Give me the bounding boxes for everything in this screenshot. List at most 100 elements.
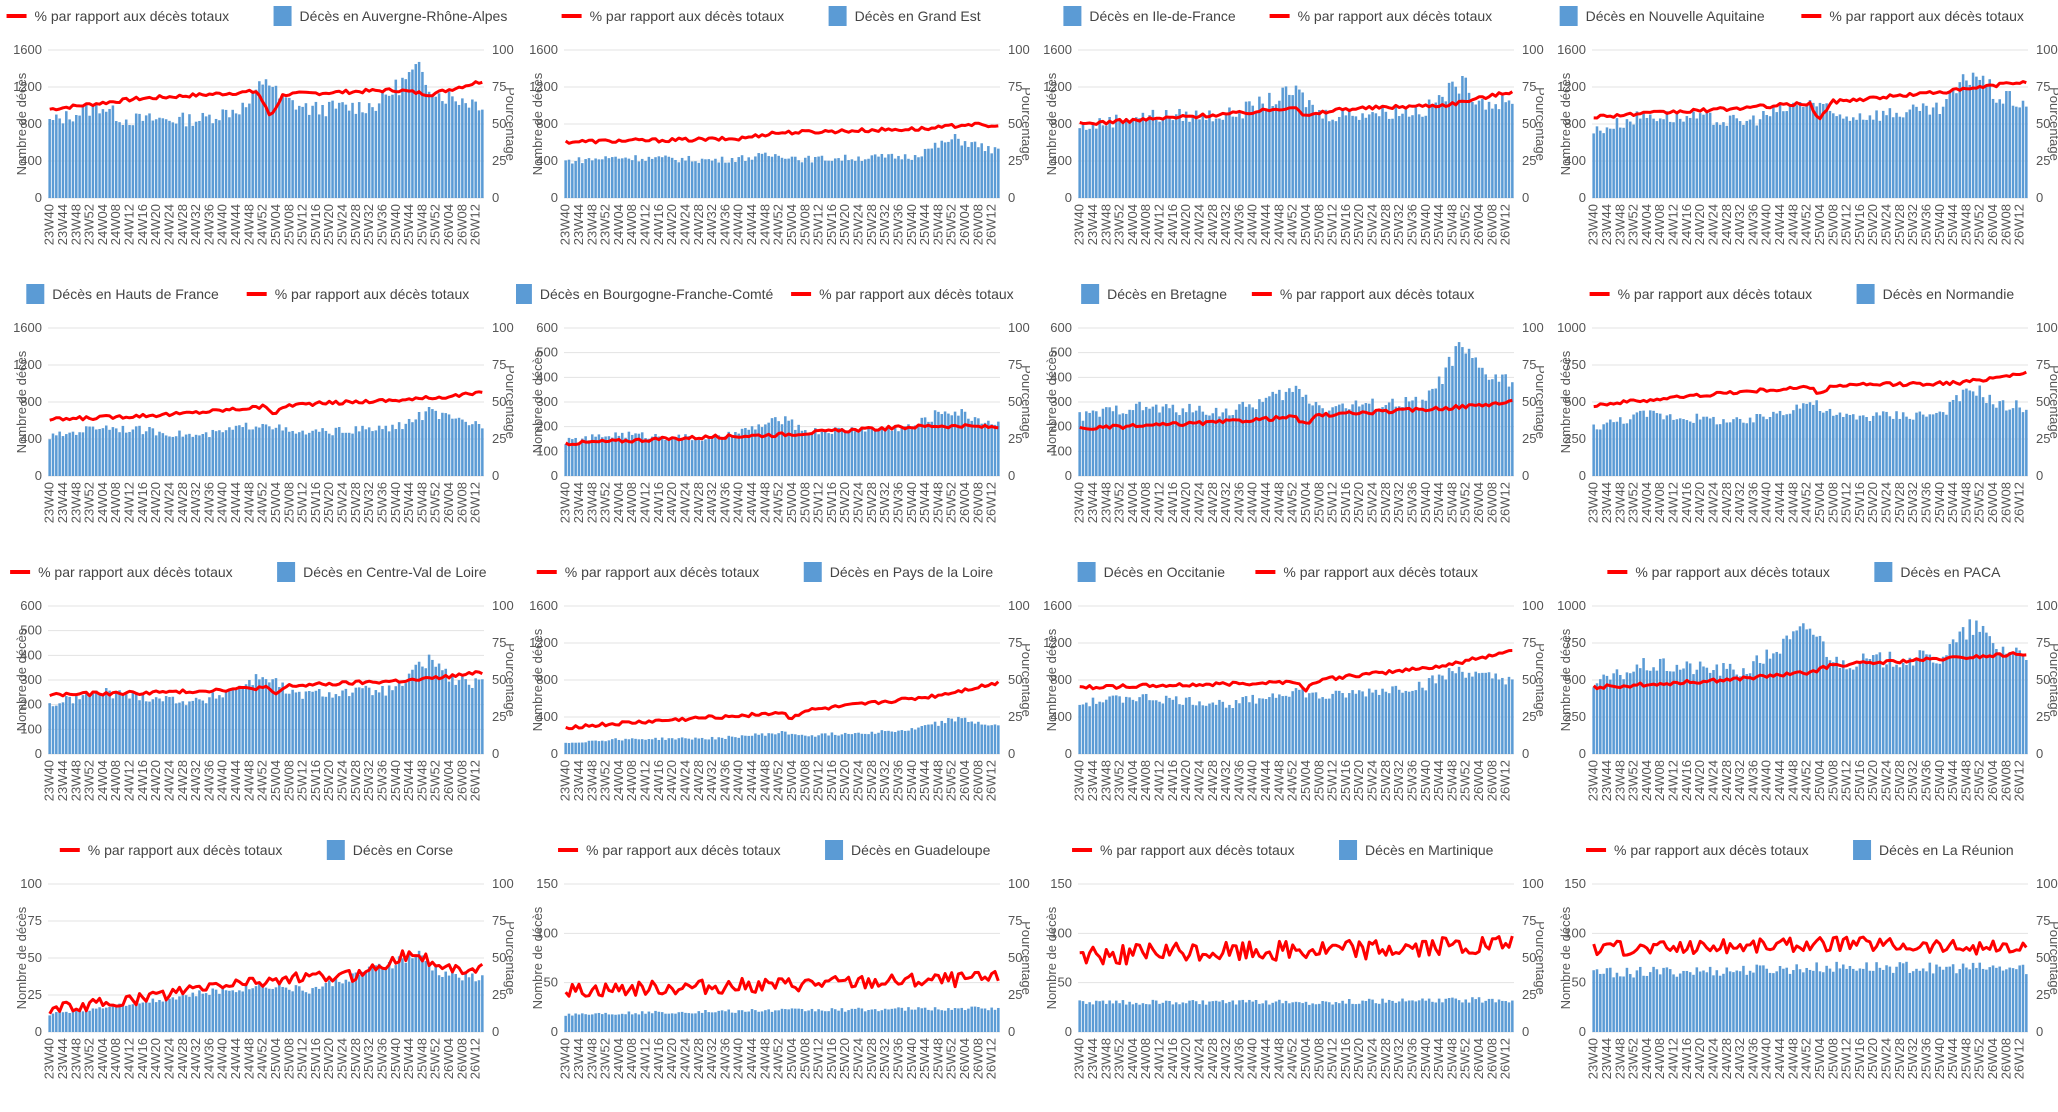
x-tick-label: 25W04 <box>1298 482 1313 523</box>
bar <box>1609 679 1612 754</box>
x-tick-label: 24W36 <box>201 1038 216 1079</box>
bar <box>677 1012 681 1032</box>
bar <box>261 985 264 1032</box>
bar <box>1208 110 1211 198</box>
bar <box>1838 412 1842 476</box>
bar <box>930 148 934 198</box>
bar <box>880 153 884 198</box>
bar <box>421 666 424 754</box>
x-tick-label: 25W08 <box>797 204 812 245</box>
bar <box>1144 693 1148 754</box>
bar <box>461 676 464 754</box>
x-tick-label: 24W52 <box>255 204 270 245</box>
legend-bar-swatch <box>1063 6 1082 26</box>
x-axis: 23W4023W4423W4823W5224W0424W0824W1224W16… <box>558 760 999 801</box>
bar <box>281 93 284 198</box>
x-tick-label: 24W12 <box>1152 204 1167 245</box>
bar <box>181 112 185 198</box>
line-series <box>49 80 483 117</box>
bar <box>1461 347 1464 476</box>
bar <box>1609 967 1612 1032</box>
bar <box>337 696 341 754</box>
y-tick-label: 0 <box>1579 468 1586 483</box>
bar <box>1344 1003 1348 1032</box>
bar <box>94 690 98 754</box>
bar <box>88 1010 91 1032</box>
bar <box>1271 693 1274 754</box>
line-series <box>1079 90 1514 126</box>
bar <box>1507 100 1511 198</box>
bar <box>1602 674 1605 754</box>
bar <box>104 425 108 476</box>
bar <box>218 993 221 1032</box>
bar <box>597 159 601 198</box>
x-tick-label: 25W04 <box>1812 760 1827 801</box>
bar <box>214 431 218 476</box>
bar <box>1915 106 1918 198</box>
x-tick-label: 25W48 <box>930 760 945 801</box>
x-tick-label: 24W48 <box>757 482 772 523</box>
bar <box>883 731 887 754</box>
bar <box>1161 119 1165 198</box>
x-tick-label: 25W12 <box>811 482 826 523</box>
bar <box>987 420 990 476</box>
chart-svg: % par rapport aux décès totaux Décès en G… <box>529 6 1030 245</box>
x-tick-label: 23W44 <box>1085 760 1100 801</box>
x-tick-label: 24W16 <box>1165 1038 1180 1079</box>
bar <box>1715 122 1719 198</box>
y-axis-title: Nombre de décès <box>530 628 545 731</box>
bar <box>397 95 401 198</box>
legend: % par rapport aux décès totaux Décès en N… <box>1589 284 2014 304</box>
x-tick-label: 25W40 <box>388 1038 403 1079</box>
y-tick-label: 400 <box>1050 153 1072 168</box>
bar <box>371 964 374 1032</box>
x-tick-label: 24W48 <box>241 760 256 801</box>
bar <box>1592 133 1595 198</box>
bar <box>1635 111 1639 198</box>
bar <box>1095 128 1098 198</box>
bar <box>1968 390 1972 476</box>
bar <box>1291 1002 1294 1032</box>
bar <box>980 143 983 198</box>
bar <box>1198 701 1201 754</box>
bar <box>1264 397 1268 476</box>
bar <box>983 1008 987 1032</box>
bar <box>1384 111 1388 198</box>
bar <box>1168 697 1171 754</box>
bar <box>1294 688 1298 754</box>
bar <box>1191 1000 1195 1032</box>
bar <box>1234 116 1238 198</box>
bar <box>667 738 671 754</box>
bar <box>228 427 231 476</box>
bar <box>1895 664 1898 754</box>
bar <box>607 1014 611 1032</box>
bar <box>1745 674 1749 754</box>
bar <box>1998 99 2001 198</box>
bar <box>288 431 291 476</box>
bar <box>1852 968 1855 1032</box>
bar <box>833 734 837 754</box>
bar <box>1931 107 1935 198</box>
x-tick-label: 24W24 <box>1192 1038 1207 1079</box>
bar <box>637 739 641 754</box>
bar <box>184 705 188 754</box>
bar <box>1361 691 1364 754</box>
bar <box>1201 411 1205 476</box>
bar <box>1417 681 1421 754</box>
bar <box>437 975 441 1032</box>
x-tick-label: 25W36 <box>375 204 390 245</box>
bar <box>1487 101 1491 198</box>
x-tick-label: 25W12 <box>1325 204 1340 245</box>
bar <box>567 743 571 754</box>
bar <box>757 424 760 476</box>
bar <box>640 739 644 754</box>
bar <box>820 1010 824 1032</box>
bar <box>337 427 341 476</box>
bar <box>1204 414 1208 476</box>
bar <box>1705 667 1709 754</box>
bar <box>1925 416 1928 476</box>
bar <box>1835 656 1838 754</box>
bar <box>840 428 844 476</box>
bar <box>298 986 301 1032</box>
bar <box>654 433 657 476</box>
